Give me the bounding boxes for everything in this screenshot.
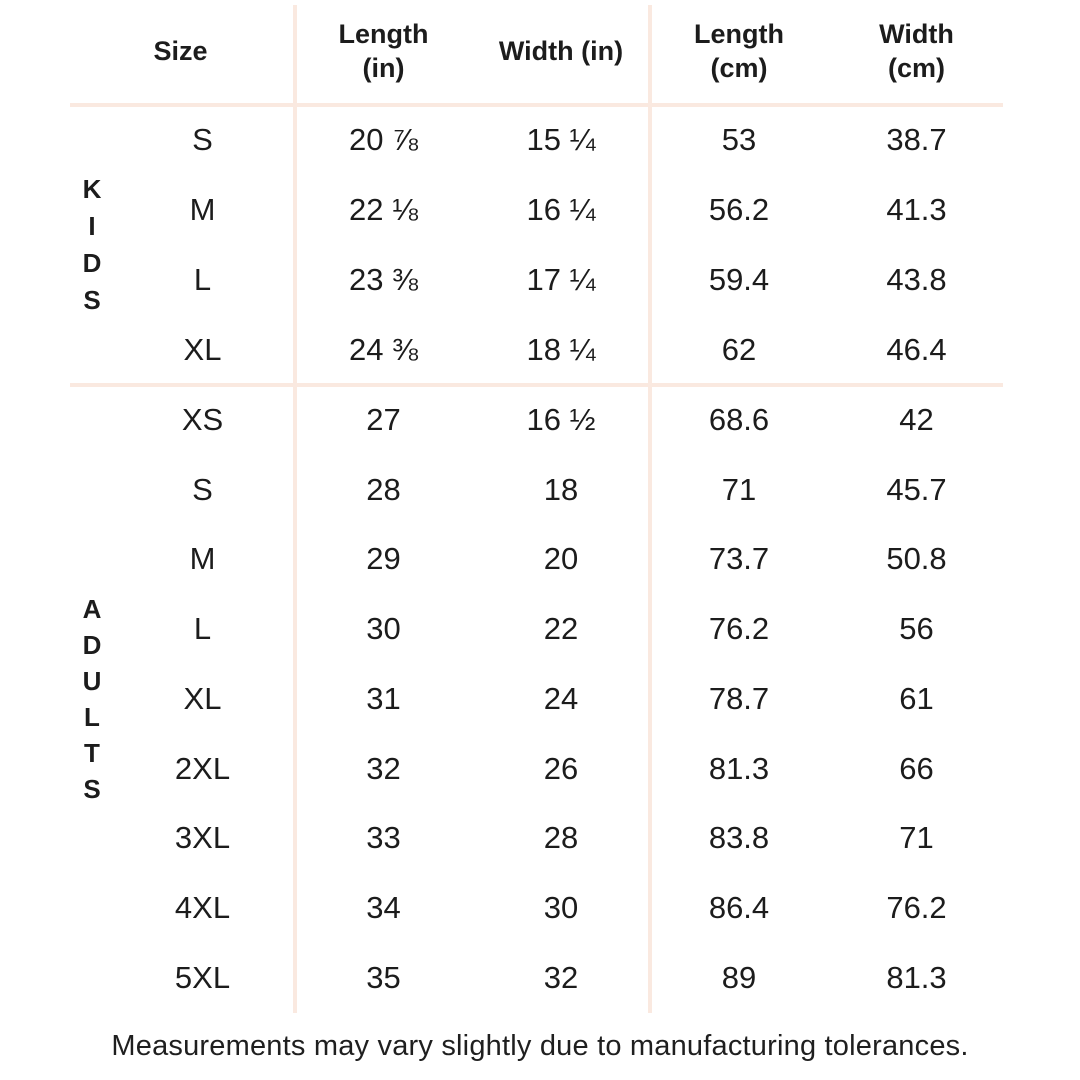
width-in-cell: 16 ¼ — [526, 192, 596, 227]
length-cm-cell: 86.4 — [708, 890, 770, 926]
vertical-divider-1 — [293, 5, 297, 1013]
width-in-cell: 17 ¼ — [526, 262, 596, 297]
adults-section: A D U L T S XS 27 16 ½ 68.6 42 S 28 18 7… — [0, 385, 1080, 1013]
size-cell: 2XL — [174, 750, 231, 786]
size-cell: M — [189, 192, 216, 227]
width-cm-cell: 45.7 — [886, 471, 947, 507]
length-in-cell: 33 — [366, 820, 401, 856]
size-cell: M — [189, 541, 216, 577]
size-cell: S — [192, 122, 213, 157]
length-cm-cell: 53 — [721, 122, 757, 157]
width-cm-cell: 76.2 — [886, 890, 947, 926]
length-in-cell: 20 ⅞ — [349, 122, 418, 157]
width-in-cell: 18 ¼ — [526, 332, 596, 367]
length-cm-cell: 56.2 — [708, 192, 770, 227]
column-header-length-cm: Length (cm) — [694, 18, 784, 83]
size-cell: 3XL — [174, 820, 231, 856]
width-cm-cell: 50.8 — [886, 541, 947, 577]
width-in-cell: 18 — [543, 471, 579, 507]
width-cm-cell: 41.3 — [886, 192, 947, 227]
length-in-cell: 22 ⅛ — [349, 192, 418, 227]
column-header-width-cm: Width (cm) — [879, 18, 954, 83]
width-in-cell: 20 — [543, 541, 579, 577]
size-cell: S — [192, 471, 213, 507]
kids-adults-divider — [70, 383, 1003, 387]
length-in-cell: 35 — [366, 960, 401, 995]
length-in-cell: 30 — [366, 611, 401, 647]
length-in-cell: 29 — [366, 541, 401, 577]
length-in-cell: 28 — [366, 471, 401, 507]
width-cm-cell: 66 — [899, 750, 934, 786]
width-cm-cell: 71 — [899, 820, 934, 856]
vertical-divider-2 — [648, 5, 652, 1013]
length-in-cell: 34 — [366, 890, 401, 926]
width-cm-cell: 46.4 — [886, 332, 947, 367]
width-cm-cell: 81.3 — [886, 960, 947, 995]
length-cm-cell: 76.2 — [708, 611, 770, 647]
length-in-cell: 27 — [366, 401, 401, 437]
column-header-length-in: Length (in) — [338, 18, 429, 83]
width-in-cell: 26 — [543, 750, 579, 786]
group-label-kids: K I D S — [82, 174, 102, 315]
length-cm-cell: 59.4 — [708, 262, 770, 297]
size-cell: L — [193, 611, 212, 647]
width-in-cell: 24 — [543, 680, 579, 716]
width-cm-cell: 43.8 — [886, 262, 947, 297]
size-cell: 4XL — [174, 890, 231, 926]
width-in-cell: 15 ¼ — [526, 122, 596, 157]
column-header-width-in: Width (in) — [498, 35, 624, 66]
length-cm-cell: 68.6 — [708, 401, 770, 437]
width-in-cell: 22 — [543, 611, 579, 647]
table-header-row: Size Length (in) Width (in) Length (cm) … — [0, 0, 1080, 105]
length-in-cell: 31 — [366, 680, 401, 716]
kids-section: K I D S S 20 ⅞ 15 ¼ 53 38.7 M 22 ⅛ 16 ¼ … — [0, 105, 1080, 385]
footer-note: Measurements may vary slightly due to ma… — [111, 1030, 969, 1062]
width-in-cell: 16 ½ — [526, 401, 596, 437]
length-cm-cell: 73.7 — [708, 541, 770, 577]
length-cm-cell: 89 — [721, 960, 757, 995]
length-in-cell: 32 — [366, 750, 401, 786]
width-cm-cell: 42 — [899, 401, 934, 437]
header-divider — [70, 103, 1003, 107]
size-cell: XL — [183, 680, 222, 716]
width-in-cell: 28 — [543, 820, 579, 856]
width-cm-cell: 61 — [899, 680, 934, 716]
length-cm-cell: 83.8 — [708, 820, 770, 856]
length-cm-cell: 81.3 — [708, 750, 770, 786]
length-cm-cell: 78.7 — [708, 680, 770, 716]
width-in-cell: 30 — [543, 890, 579, 926]
width-cm-cell: 56 — [899, 611, 934, 647]
length-in-cell: 24 ⅜ — [349, 332, 418, 367]
column-header-size: Size — [153, 35, 208, 66]
size-cell: 5XL — [174, 960, 231, 995]
group-label-adults: A D U L T S — [82, 593, 102, 804]
length-cm-cell: 62 — [721, 332, 757, 367]
size-cell: L — [193, 262, 212, 297]
length-cm-cell: 71 — [721, 471, 757, 507]
width-cm-cell: 38.7 — [886, 122, 947, 157]
size-cell: XS — [181, 401, 224, 437]
size-cell: XL — [183, 332, 222, 367]
width-in-cell: 32 — [543, 960, 579, 995]
length-in-cell: 23 ⅜ — [349, 262, 418, 297]
